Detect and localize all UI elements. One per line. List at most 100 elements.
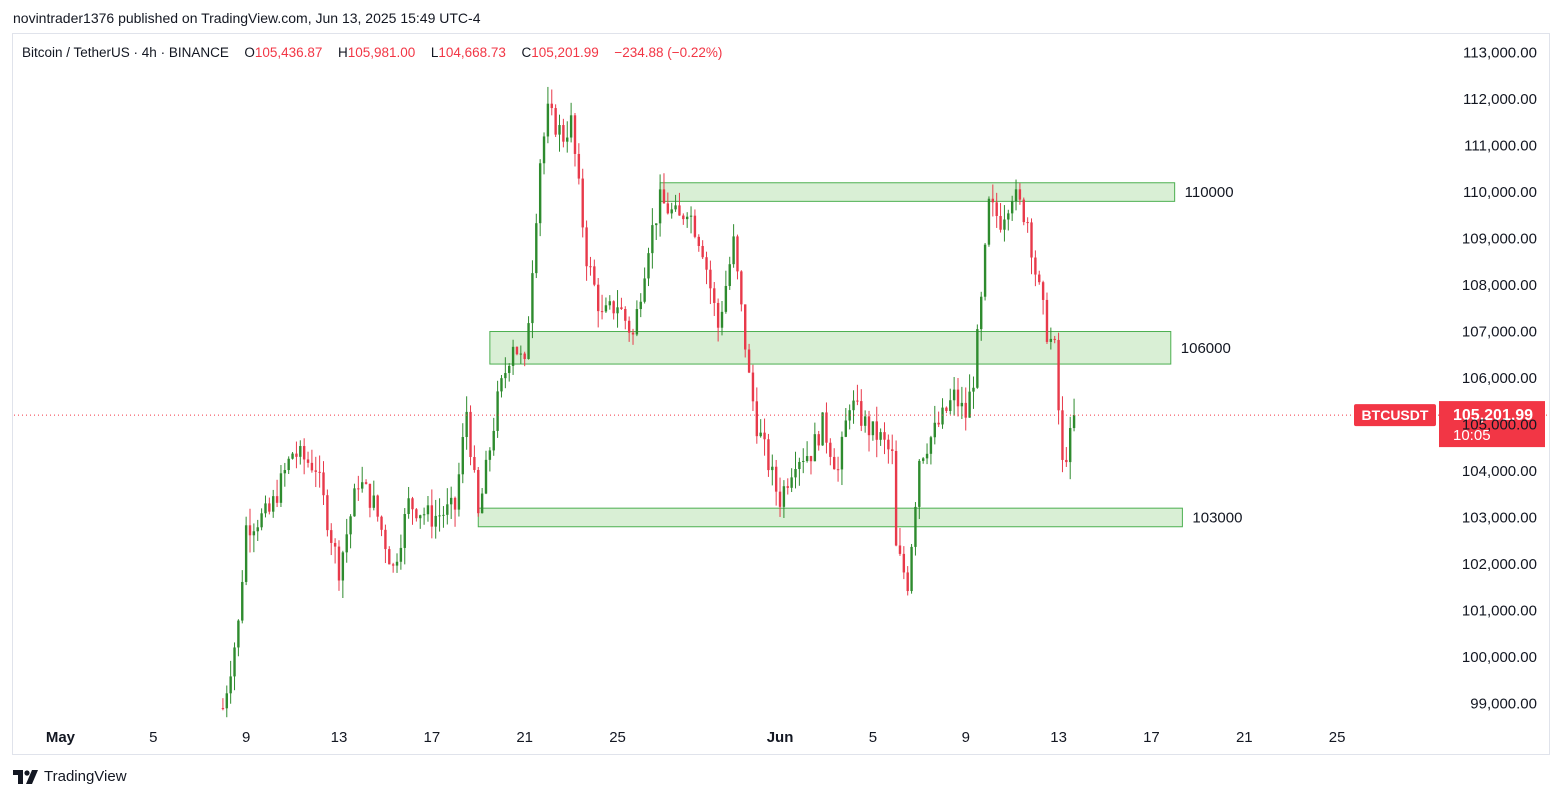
candle-body	[655, 223, 658, 226]
candle-body	[500, 378, 503, 392]
candle-body	[631, 332, 635, 335]
candle-body	[763, 432, 766, 440]
candle-body	[972, 387, 975, 392]
candle-body	[1049, 338, 1053, 342]
candle-body	[620, 307, 623, 309]
candle-body	[875, 421, 878, 440]
publisher-line: novintrader1376 published on TradingView…	[13, 10, 481, 26]
candle-body	[353, 488, 356, 517]
candle-body	[314, 470, 317, 472]
candle-body	[751, 372, 755, 402]
candle-body	[832, 456, 836, 470]
candle-body	[542, 136, 546, 164]
low-value: 104,668.73	[438, 45, 506, 60]
time-axis: May 5 9 13 17 21 25 Jun 5 9 13 17 21 25	[46, 729, 1346, 746]
candle-body	[624, 308, 627, 321]
candle-body	[221, 708, 225, 710]
candle-body	[910, 546, 913, 592]
candle-body	[604, 305, 608, 312]
candle-body	[291, 453, 294, 459]
tradingview-logo[interactable]: TradingView	[13, 768, 127, 785]
candle-body	[1072, 415, 1076, 429]
candle-body	[585, 227, 588, 267]
candle-body	[569, 115, 573, 138]
candle-body	[488, 450, 492, 460]
candle-body	[349, 516, 352, 535]
time-tick-label: 17	[1143, 729, 1160, 746]
candle-body	[554, 108, 557, 135]
candle-body	[299, 446, 302, 457]
candle-body	[600, 311, 604, 313]
price-tick-label: 102,000.00	[1462, 556, 1537, 573]
high-value: 105,981.00	[347, 45, 416, 60]
candle-body	[453, 497, 457, 510]
candle-body	[593, 266, 596, 285]
candle-body	[635, 309, 639, 335]
price-axis: 99,000.00 100,000.00 101,000.00 102,000.00 1…	[1462, 45, 1537, 713]
candle-body	[860, 401, 863, 426]
candle-body	[887, 439, 890, 450]
symbol-tag-label: BTCUSDT	[1362, 407, 1429, 423]
candle-body	[867, 416, 871, 436]
zones-layer: 110000 106000 103000	[477, 182, 1242, 528]
candle-body	[639, 301, 642, 310]
last-price-tag	[1439, 401, 1545, 448]
candle-body	[774, 466, 778, 492]
time-tick-label: May	[46, 729, 76, 746]
candle-body	[999, 215, 1002, 230]
time-tick-label: Jun	[767, 729, 794, 746]
candle-body	[283, 470, 287, 474]
candle-body	[1030, 222, 1033, 258]
candle-body	[693, 215, 697, 237]
candle-body	[1053, 338, 1056, 340]
candle-body	[403, 514, 406, 548]
candle-body	[562, 125, 565, 142]
price-tick-label: 112,000.00	[1463, 91, 1537, 108]
change-value: −234.88 (−0.22%)	[614, 45, 723, 60]
candle-body	[237, 620, 240, 648]
price-tick-label: 111,000.00	[1464, 138, 1537, 155]
candle-body	[508, 365, 511, 374]
time-tick-label: 5	[149, 729, 157, 746]
time-tick-label: 21	[516, 729, 533, 746]
price-tick-label: 109,000.00	[1462, 231, 1537, 248]
candle-body	[1022, 199, 1025, 223]
open-value: 105,436.87	[254, 45, 323, 60]
price-tick-label: 108,000.00	[1462, 277, 1537, 294]
candle-body	[809, 456, 813, 462]
candle-body	[987, 198, 991, 245]
candle-body	[473, 457, 476, 470]
candle-body	[326, 495, 329, 531]
candle-body	[1018, 189, 1022, 200]
candle-body	[666, 203, 670, 214]
high-label: H	[337, 45, 348, 60]
candle-body	[457, 474, 461, 510]
candle-body	[519, 353, 523, 355]
time-tick-label: 25	[609, 729, 626, 746]
candle-body	[891, 449, 894, 451]
candle-body	[612, 301, 615, 314]
candle-body	[778, 491, 782, 507]
candle-body	[469, 411, 472, 458]
candle-body	[380, 516, 383, 530]
candle-body	[535, 223, 538, 274]
candles-layer	[221, 86, 1076, 718]
candle-body	[357, 488, 360, 490]
candle-body	[492, 430, 495, 451]
zone-label-110000: 110000	[1185, 184, 1234, 201]
candle-body	[836, 469, 840, 471]
low-label: L	[430, 45, 439, 60]
candle-body	[732, 236, 735, 265]
candle-body	[786, 486, 789, 488]
candle-body	[399, 547, 403, 562]
candle-body	[627, 320, 631, 333]
candle-body	[991, 198, 995, 203]
candle-body	[871, 421, 875, 436]
candle-body	[952, 389, 956, 401]
candle-body	[581, 178, 584, 228]
symbol-tag	[1354, 404, 1436, 427]
candle-body	[372, 495, 376, 508]
symbol-title[interactable]: Bitcoin / TetherUS · 4h · BINANCE	[22, 45, 229, 60]
close-label: C	[521, 45, 532, 60]
